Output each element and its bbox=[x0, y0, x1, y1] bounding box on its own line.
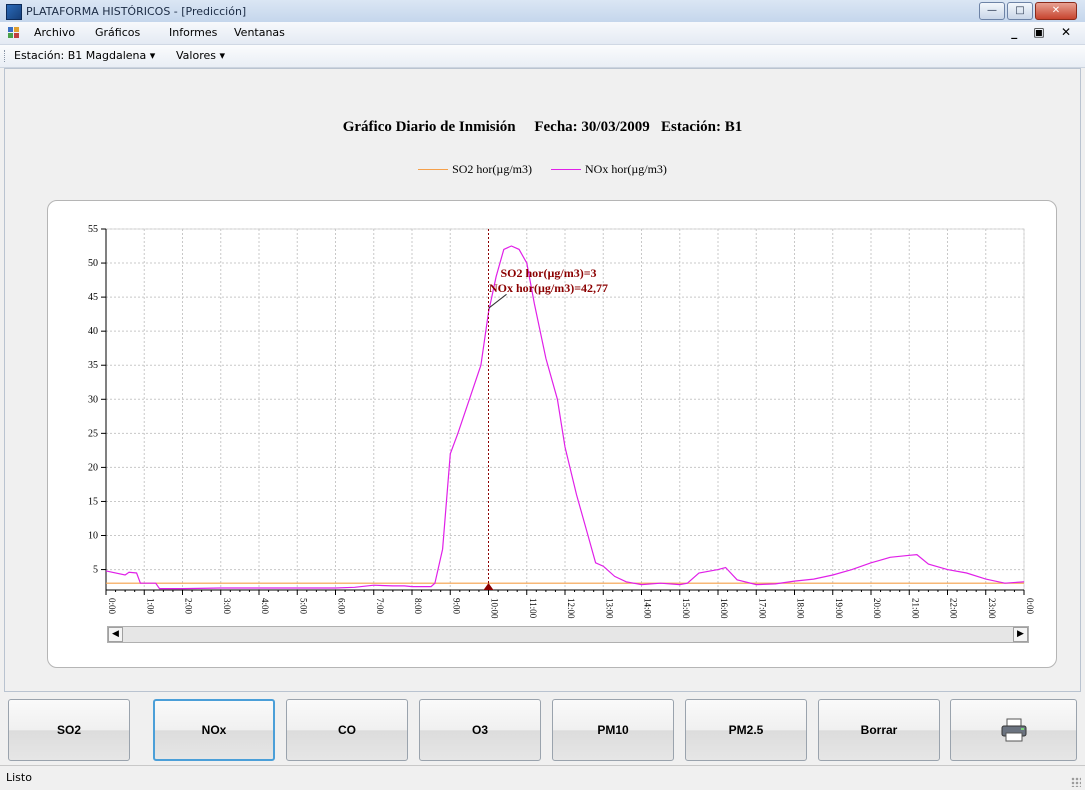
x-tick-label: 1:00 bbox=[145, 598, 155, 615]
x-tick-label: 16:00 bbox=[719, 598, 729, 619]
y-tick-label: 50 bbox=[88, 258, 98, 269]
menu-ventanas[interactable]: Ventanas bbox=[234, 26, 285, 39]
o3-button[interactable]: O3 bbox=[419, 699, 541, 761]
y-tick-label: 55 bbox=[88, 224, 98, 235]
maximize-button[interactable]: □ bbox=[1007, 2, 1033, 20]
chart-horizontal-scrollbar[interactable]: ◀ ▶ bbox=[107, 626, 1029, 643]
station-dropdown[interactable]: Estación: B1 Magdalena ▾ bbox=[14, 49, 155, 62]
station-dropdown-label: Estación: B1 Magdalena bbox=[14, 49, 147, 62]
status-text: Listo bbox=[6, 771, 32, 784]
borrar-button[interactable]: Borrar bbox=[818, 699, 940, 761]
x-tick-label: 15:00 bbox=[681, 598, 691, 619]
x-tick-label: 14:00 bbox=[643, 598, 653, 619]
x-tick-label: 5:00 bbox=[298, 598, 308, 615]
pm10-button[interactable]: PM10 bbox=[552, 699, 674, 761]
x-tick-label: 23:00 bbox=[987, 598, 997, 619]
co-button[interactable]: CO bbox=[286, 699, 408, 761]
close-button[interactable]: ✕ bbox=[1035, 2, 1077, 20]
x-tick-label: 8:00 bbox=[413, 598, 423, 615]
x-tick-label: 9:00 bbox=[451, 598, 461, 615]
annotation-label: SO2 hor(µg/m3)=3 bbox=[500, 266, 596, 280]
app-icon bbox=[6, 4, 22, 20]
so2-button[interactable]: SO2 bbox=[8, 699, 130, 761]
x-tick-label: 7:00 bbox=[375, 598, 385, 615]
chevron-down-icon: ▾ bbox=[219, 49, 226, 62]
window-title: PLATAFORMA HISTÓRICOS - [Predicción] bbox=[26, 5, 247, 18]
legend-label-nox: NOx hor(µg/m3) bbox=[585, 162, 667, 176]
x-tick-label: 21:00 bbox=[910, 598, 920, 619]
menu-graficos[interactable]: Gráficos bbox=[95, 26, 141, 39]
chart-legend: SO2 hor(µg/m3) NOx hor(µg/m3) bbox=[5, 159, 1080, 177]
scroll-right-arrow-icon[interactable]: ▶ bbox=[1013, 627, 1028, 642]
chart-title: Gráfico Diario de Inmisión Fecha: 30/03/… bbox=[342, 119, 743, 135]
x-tick-label: 22:00 bbox=[949, 598, 959, 619]
toolbar: Estación: B1 Magdalena ▾ Valores ▾ bbox=[0, 45, 1085, 68]
y-tick-label: 40 bbox=[88, 326, 98, 337]
legend-swatch-nox bbox=[551, 169, 581, 170]
status-bar: Listo bbox=[0, 765, 1085, 790]
cursor-marker bbox=[483, 583, 494, 590]
y-tick-label: 25 bbox=[88, 428, 98, 439]
y-tick-label: 45 bbox=[88, 292, 98, 303]
x-tick-label: 20:00 bbox=[872, 598, 882, 619]
legend-item-so2: SO2 hor(µg/m3) bbox=[418, 162, 532, 177]
x-tick-label: 18:00 bbox=[796, 598, 806, 619]
values-dropdown-label: Valores bbox=[176, 49, 216, 62]
y-tick-label: 15 bbox=[88, 496, 98, 507]
title-bar: PLATAFORMA HISTÓRICOS - [Predicción] — □… bbox=[0, 0, 1085, 23]
line-chart[interactable]: 0:00 1:00 2:00 3:00 4:00 5:00 6:00 7:00 8:00 9:00… bbox=[48, 201, 1056, 621]
chart-window: Gráfico Diario de Inmisión Fecha: 30/03/… bbox=[4, 68, 1081, 692]
resize-grip-icon[interactable] bbox=[1071, 777, 1081, 787]
chevron-down-icon: ▾ bbox=[149, 49, 156, 62]
menu-bar: Archivo Gráficos Informes Ventanas _ ▣ ✕ bbox=[0, 22, 1085, 45]
x-tick-label: 19:00 bbox=[834, 598, 844, 619]
y-tick-label: 10 bbox=[88, 531, 98, 542]
toolbar-grip[interactable] bbox=[4, 50, 7, 62]
x-tick-label: 13:00 bbox=[604, 598, 614, 619]
x-tick-label: 3:00 bbox=[222, 598, 232, 615]
values-dropdown[interactable]: Valores ▾ bbox=[176, 49, 225, 62]
y-tick-label: 35 bbox=[88, 360, 98, 371]
chart-panel: 0:00 1:00 2:00 3:00 4:00 5:00 6:00 7:00 8:00 9:00… bbox=[47, 200, 1057, 668]
mdi-child-icon[interactable] bbox=[8, 27, 20, 39]
x-tick-label: 17:00 bbox=[757, 598, 767, 619]
x-tick-label: 4:00 bbox=[260, 598, 270, 615]
series-line-nox bbox=[105, 245, 1025, 590]
x-tick-label: 10:00 bbox=[490, 598, 500, 619]
x-tick-label: 6:00 bbox=[337, 598, 347, 615]
y-tick-label: 30 bbox=[88, 394, 98, 405]
minimize-button[interactable]: — bbox=[979, 2, 1005, 20]
legend-label-so2: SO2 hor(µg/m3) bbox=[452, 162, 532, 176]
x-tick-label: 0:00 bbox=[107, 598, 117, 615]
x-tick-label: 0:00 bbox=[1025, 598, 1035, 615]
x-tick-label: 12:00 bbox=[566, 598, 576, 619]
pollutant-button-bar: SO2 NOx CO O3 PM10 PM2.5 Borrar bbox=[0, 697, 1085, 763]
y-tick-label: 20 bbox=[88, 462, 98, 473]
legend-swatch-so2 bbox=[418, 169, 449, 170]
nox-button[interactable]: NOx bbox=[153, 699, 275, 761]
menu-archivo[interactable]: Archivo bbox=[34, 26, 76, 39]
annotation-leader bbox=[488, 293, 507, 309]
scroll-left-arrow-icon[interactable]: ◀ bbox=[108, 627, 123, 642]
mdi-window-controls[interactable]: _ ▣ ✕ bbox=[1011, 25, 1077, 39]
pm25-button[interactable]: PM2.5 bbox=[685, 699, 807, 761]
menu-informes[interactable]: Informes bbox=[169, 26, 218, 39]
x-tick-label: 2:00 bbox=[184, 598, 194, 615]
legend-item-nox: NOx hor(µg/m3) bbox=[551, 162, 667, 177]
printer-icon bbox=[1001, 718, 1026, 742]
print-button[interactable] bbox=[950, 699, 1077, 761]
y-tick-label: 5 bbox=[93, 565, 98, 576]
annotation-label: NOx hor(µg/m3)=42,77 bbox=[489, 281, 608, 295]
x-tick-label: 11:00 bbox=[528, 598, 538, 619]
